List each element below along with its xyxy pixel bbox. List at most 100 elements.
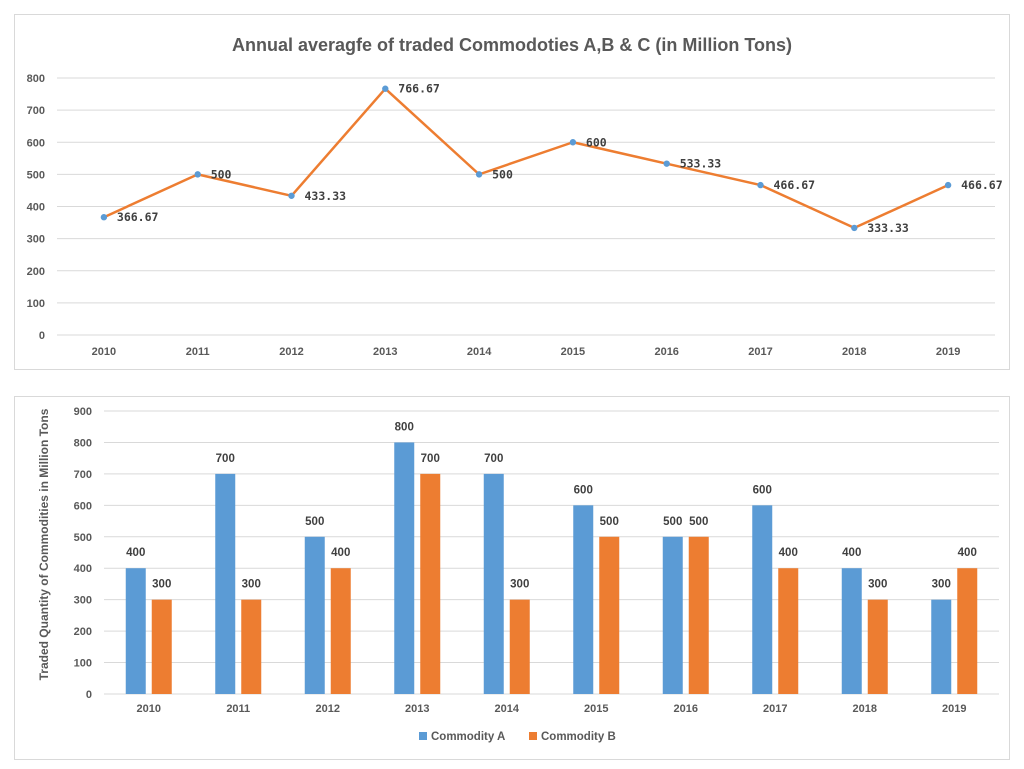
data-label: 500 <box>305 516 324 528</box>
data-label: 400 <box>958 547 977 559</box>
data-label: 300 <box>932 579 951 591</box>
bar-commodity-b <box>420 473 441 694</box>
x-tick-label: 2011 <box>186 346 210 358</box>
bar-commodity-b <box>241 599 262 694</box>
bar-commodity-a <box>752 505 773 694</box>
y-axis-title: Traded Quantity of Commodities in Millio… <box>37 408 51 680</box>
data-label: 466.67 <box>774 178 816 192</box>
y-tick-label: 100 <box>27 298 45 310</box>
bar-chart-panel: 0 100 200 300 400 500 600 700 800 900 2010 400 300 20… <box>14 396 1010 760</box>
x-tick-label: 2018 <box>842 346 866 358</box>
bar-commodity-b <box>778 568 799 694</box>
bar-commodity-b <box>599 536 620 694</box>
y-tick-label: 100 <box>74 658 92 670</box>
bar-commodity-b <box>330 568 351 694</box>
legend-swatch <box>529 732 537 740</box>
data-label: 366.67 <box>117 210 159 224</box>
data-label: 300 <box>242 579 261 591</box>
bar-commodity-b <box>151 599 172 694</box>
line-chart: 0 100 200 300 400 500 600 700 800 2010 2011 2012 201… <box>27 73 1003 358</box>
x-tick-label: 2017 <box>748 346 772 358</box>
line-chart-panel: Annual averagfe of traded Commodoties A,… <box>14 14 1010 370</box>
data-label: 766.67 <box>398 82 440 96</box>
y-tick-label: 400 <box>74 563 92 575</box>
x-tick-label: 2015 <box>561 346 585 358</box>
x-tick-label: 2010 <box>92 346 116 358</box>
data-point <box>663 160 670 167</box>
data-label: 600 <box>574 484 593 496</box>
bar-commodity-a <box>394 442 415 694</box>
y-tick-label: 500 <box>27 169 45 181</box>
bar-commodity-a <box>662 536 683 694</box>
bar-commodity-a <box>304 536 325 694</box>
y-tick-label: 400 <box>27 202 45 214</box>
x-tick-label: 2011 <box>226 703 250 715</box>
bar-commodity-b <box>688 536 709 694</box>
x-tick-label: 2010 <box>137 703 161 715</box>
data-label: 700 <box>216 453 235 465</box>
x-tick-label: 2016 <box>674 703 698 715</box>
data-label: 466.67 <box>961 178 1003 192</box>
data-label: 400 <box>331 547 350 559</box>
bar-commodity-a <box>573 505 594 694</box>
y-tick-label: 500 <box>74 532 92 544</box>
x-tick-label: 2019 <box>936 346 960 358</box>
data-point <box>382 85 389 92</box>
y-tick-label: 300 <box>27 234 45 246</box>
data-label: 300 <box>152 579 171 591</box>
data-label: 800 <box>395 421 414 433</box>
data-point <box>100 214 108 221</box>
bar-commodity-a <box>483 473 504 694</box>
y-tick-label: 700 <box>27 105 45 117</box>
y-tick-label: 700 <box>74 469 92 481</box>
data-point <box>851 224 858 232</box>
data-label: 700 <box>421 453 440 465</box>
y-tick-label: 600 <box>74 500 92 512</box>
x-tick-label: 2019 <box>942 703 966 715</box>
x-tick-label: 2013 <box>405 703 429 715</box>
data-label: 500 <box>663 516 682 528</box>
bar-commodity-b <box>509 599 530 694</box>
bar-commodity-b <box>867 599 888 694</box>
y-tick-label: 200 <box>74 626 92 638</box>
y-tick-label: 0 <box>39 330 45 342</box>
series-line <box>103 87 949 230</box>
legend-swatch <box>419 732 427 740</box>
data-label: 300 <box>510 579 529 591</box>
data-label: 433.33 <box>305 189 347 203</box>
bar-commodity-a <box>841 568 862 694</box>
data-label: 500 <box>689 516 708 528</box>
y-tick-label: 600 <box>27 137 45 149</box>
bar-commodity-a <box>215 473 236 694</box>
data-label: 400 <box>842 547 861 559</box>
data-point <box>194 171 201 178</box>
data-point <box>475 171 483 178</box>
y-tick-label: 800 <box>74 437 92 449</box>
data-point <box>288 192 295 199</box>
data-label: 400 <box>779 547 798 559</box>
y-tick-label: 300 <box>74 595 92 607</box>
data-point <box>569 139 577 146</box>
data-label: 300 <box>868 579 887 591</box>
data-label: 500 <box>600 516 619 528</box>
data-label: 533.33 <box>680 157 722 171</box>
x-tick-label: 2014 <box>467 346 492 358</box>
y-tick-label: 800 <box>27 73 45 85</box>
x-tick-label: 2012 <box>316 703 340 715</box>
x-tick-label: 2013 <box>373 346 397 358</box>
y-tick-label: 200 <box>27 266 45 278</box>
bar-commodity-a <box>931 599 952 694</box>
data-label: 333.33 <box>867 221 909 235</box>
line-chart-title: Annual averagfe of traded Commodoties A,… <box>231 35 793 55</box>
data-label: 400 <box>126 547 145 559</box>
bar-commodity-b <box>957 568 978 694</box>
data-label: 500 <box>211 167 232 181</box>
legend-label: Commodity B <box>541 731 616 743</box>
x-tick-label: 2012 <box>279 346 303 358</box>
x-tick-label: 2014 <box>495 703 520 715</box>
bar-commodity-a <box>125 568 146 694</box>
data-point <box>944 181 952 189</box>
data-label: 500 <box>492 167 513 181</box>
data-label: 700 <box>484 453 503 465</box>
data-point <box>757 181 764 189</box>
